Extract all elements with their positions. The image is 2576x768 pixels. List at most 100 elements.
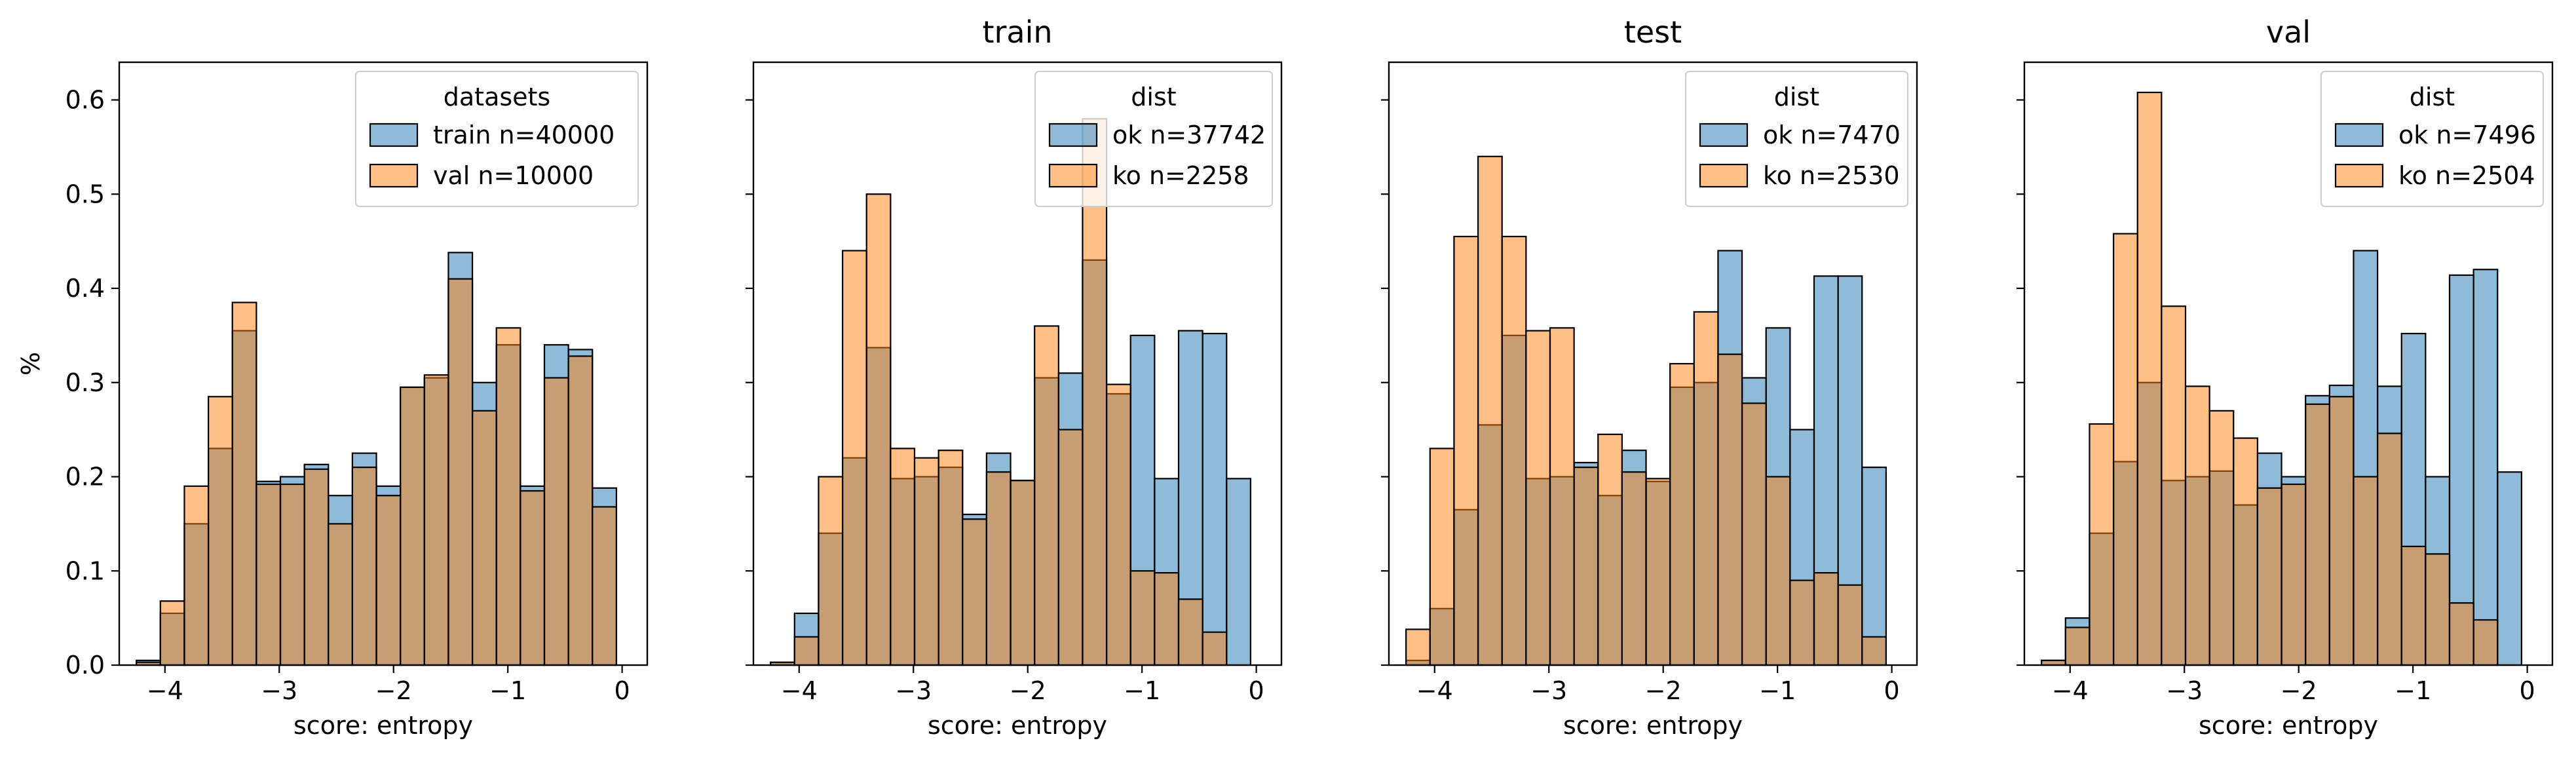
bar-orange-3 (1477, 155, 1503, 666)
x-tick-label: −2 (1010, 676, 1046, 705)
bar-orange-2 (183, 485, 210, 666)
y-tick-label: 0.5 (66, 180, 105, 208)
bar-orange-17 (1813, 572, 1839, 666)
y-axis-label: % (16, 352, 45, 375)
bar-orange-19 (592, 506, 617, 666)
bar-orange-3 (841, 250, 867, 666)
bar-orange-14 (2376, 432, 2402, 666)
x-tick-label: 0 (2520, 676, 2535, 705)
bar-orange-12 (2328, 396, 2355, 666)
bar-orange-6 (279, 483, 305, 666)
bar-orange-8 (2233, 437, 2258, 666)
x-tick-label: −3 (261, 676, 297, 705)
bar-orange-6 (913, 457, 939, 666)
bar-orange-2 (818, 476, 844, 666)
bar-orange-15 (1129, 570, 1156, 666)
bar-orange-8 (962, 518, 987, 666)
y-tick-label: 0.2 (66, 463, 105, 491)
bar-orange-7 (303, 468, 330, 666)
x-tick-label: −3 (2166, 676, 2203, 705)
bar-orange-9 (1621, 471, 1647, 666)
legend-swatch-1 (1699, 163, 1749, 188)
x-tick-label: 0 (615, 676, 630, 705)
bar-orange-10 (1010, 480, 1036, 666)
bar-orange-10 (2281, 483, 2307, 666)
chart-panel-3: −4 −3 −2 −1 0 score: entropy val dist ok n=7496 k… (2017, 14, 2554, 740)
legend-swatch-0 (2334, 123, 2384, 147)
x-tick-label: −4 (2052, 676, 2089, 705)
bar-orange-9 (351, 467, 377, 666)
bar-orange-17 (543, 377, 569, 666)
bar-orange-9 (985, 471, 1012, 666)
legend-title: datasets (444, 83, 550, 111)
bar-orange-16 (2425, 553, 2451, 666)
legend-entry-0: ok n=7496 (2398, 121, 2536, 149)
bar-orange-7 (2208, 410, 2235, 666)
legend-entry-1: ko n=2530 (1763, 161, 1900, 190)
bar-orange-1 (793, 636, 820, 666)
bar-orange-12 (1693, 311, 1719, 666)
y-tick-label: 0.6 (66, 86, 105, 115)
bar-orange-13 (1717, 353, 1743, 666)
axes-frame (2023, 61, 2554, 666)
bar-orange-11 (2305, 403, 2330, 666)
bar-orange-19 (1861, 636, 1887, 666)
chart-panel-2: −4 −3 −2 −1 0 score: entropy test dist ok n=7470… (1381, 14, 1918, 740)
chart-panel-0: −4 −3 −2 −1 0 0.0 0.1 0.2 0.3 0.4 0.5 0.6 score: ent… (16, 61, 649, 740)
legend: datasets train n=40000 val n=10000 (355, 71, 639, 207)
legend-entry-0: ok n=37742 (1112, 121, 1266, 149)
bar-orange-12 (1057, 429, 1084, 666)
legend-entry-0: ok n=7470 (1763, 121, 1901, 149)
axes-frame (118, 61, 649, 666)
bar-orange-8 (1597, 433, 1623, 666)
x-axis-label: score: entropy (928, 711, 1107, 740)
panel-title: test (1624, 14, 1682, 50)
bar-orange-5 (890, 448, 916, 666)
panel-title: train (982, 14, 1052, 50)
x-tick-label: −1 (1759, 676, 1796, 705)
x-tick-label: −1 (2395, 676, 2431, 705)
legend-title: dist (2410, 83, 2455, 111)
x-tick-label: −4 (147, 676, 183, 705)
legend-swatch-1 (369, 163, 419, 188)
legend-swatch-1 (2334, 163, 2384, 188)
bar-orange-11 (1034, 325, 1059, 666)
x-tick-label: −1 (489, 676, 526, 705)
x-tick-label: 0 (1249, 676, 1264, 705)
x-tick-label: −3 (895, 676, 932, 705)
bar-orange-4 (1501, 235, 1527, 666)
legend-box (355, 71, 639, 207)
bar-orange-9 (2256, 487, 2282, 666)
bar-blue-19 (1861, 467, 1887, 666)
bar-orange-14 (1741, 402, 1767, 666)
legend-swatch-0 (1048, 123, 1098, 147)
bar-orange-12 (423, 374, 449, 666)
bar-orange-11 (400, 386, 425, 666)
bar-orange-18 (567, 355, 594, 666)
legend-title: dist (1131, 83, 1176, 111)
x-tick-label: −3 (1530, 676, 1567, 705)
chart-panel-1: −4 −3 −2 −1 0 score: entropy train dist ok n=377… (746, 14, 1283, 740)
bar-orange-16 (1154, 572, 1180, 666)
bar-blue-18 (2472, 269, 2499, 666)
bar-orange-18 (2472, 619, 2499, 666)
y-tick-label: 0.1 (66, 556, 105, 585)
bar-blue-17 (2448, 274, 2474, 666)
legend: dist ok n=37742 ko n=2258 (1034, 71, 1273, 207)
bar-orange-15 (1765, 476, 1791, 666)
bar-orange-11 (1669, 362, 1695, 666)
legend-entry-0: train n=40000 (433, 121, 615, 149)
bar-orange-7 (938, 450, 964, 666)
y-tick-label: 0.0 (66, 651, 105, 680)
bar-orange-2 (1453, 235, 1479, 666)
x-axis-label: score: entropy (294, 711, 473, 740)
legend-title: dist (1774, 83, 1819, 111)
bar-blue-19 (1226, 478, 1251, 666)
legend-swatch-0 (369, 123, 419, 147)
axes-frame (1388, 61, 1918, 666)
x-tick-label: −4 (781, 676, 818, 705)
legend-swatch-0 (1699, 123, 1749, 147)
legend-entry-1: ko n=2258 (1112, 161, 1249, 190)
bar-orange-4 (2136, 91, 2163, 666)
